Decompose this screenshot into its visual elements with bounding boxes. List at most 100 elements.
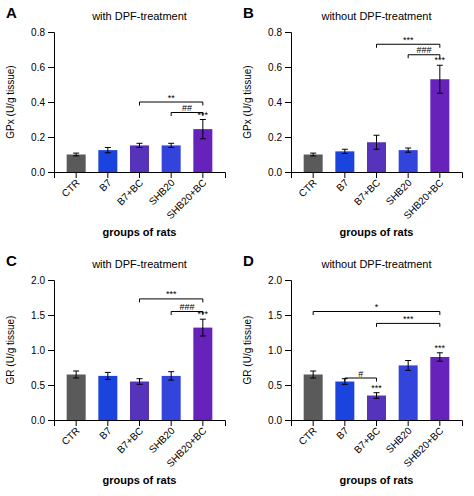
tick-mark	[285, 102, 291, 103]
tick-label: 0.8	[31, 27, 45, 38]
tick-label: CTR	[60, 425, 82, 447]
panel: 0.00.20.40.60.8CTRB7B7+BCSHB20SHB20+BCgr…	[5, 4, 226, 238]
significance-label: ###	[179, 302, 194, 312]
tick-mark	[344, 172, 345, 178]
tick-label: CTR	[60, 177, 82, 199]
tick-mark	[139, 172, 140, 178]
tick-mark	[48, 280, 54, 281]
tick: SHB20	[384, 420, 414, 455]
tick-mark	[285, 280, 291, 281]
error-bar	[105, 372, 111, 379]
tick-mark	[48, 67, 54, 68]
tick-label: 0.4	[268, 97, 282, 108]
tick-mark	[48, 420, 54, 421]
tick-label: 1.0	[31, 345, 45, 356]
tick-mark	[76, 420, 77, 426]
tick: B7	[97, 172, 114, 193]
tick: SHB20	[384, 172, 414, 207]
error-bar	[405, 148, 411, 152]
tick-label: B7	[334, 425, 351, 442]
tick-label: SHB20+BC	[164, 425, 208, 469]
tick: 0.0	[268, 415, 291, 426]
significance-label: #	[358, 369, 363, 379]
axis-line	[285, 33, 292, 173]
tick-label: SHB20+BC	[401, 425, 445, 469]
y-axis: 0.00.51.01.52.0	[268, 275, 291, 426]
tick-label: SHB20	[384, 177, 414, 207]
tick-label: B7+BC	[352, 425, 382, 455]
error-bar	[137, 379, 143, 385]
bar	[304, 155, 323, 173]
tick-mark	[202, 172, 203, 178]
tick: B7+BC	[352, 172, 382, 207]
tick-label: 1.0	[268, 345, 282, 356]
tick: 0.2	[268, 132, 291, 143]
tick: SHB20+BC	[401, 172, 445, 221]
bar	[335, 382, 354, 421]
tick: 2.0	[268, 275, 291, 286]
error-bar	[437, 65, 443, 93]
tick-label: 0.0	[31, 167, 45, 178]
significance-label: ***	[435, 55, 446, 65]
tick: B7+BC	[115, 172, 145, 207]
tick: CTR	[60, 420, 82, 447]
tick: SHB20+BC	[164, 420, 208, 469]
x-axis-title: groups of rats	[340, 226, 414, 238]
tick-label: 0.0	[31, 415, 45, 426]
tick-label: 0.4	[31, 97, 45, 108]
tick-mark	[171, 420, 172, 426]
bar	[399, 150, 418, 172]
plot-area	[67, 120, 213, 173]
y-axis: 0.0 0.2 0.4 0.6 0.8	[31, 27, 54, 178]
tick-label: B7	[97, 177, 114, 194]
tick: 0.6	[31, 62, 54, 73]
bar	[367, 396, 386, 421]
tick-label: B7	[334, 177, 351, 194]
tick-mark	[285, 420, 291, 421]
figure: 0.00.20.40.60.8CTRB7B7+BCSHB20SHB20+BCgr…	[0, 0, 474, 496]
significance-label: ##	[182, 103, 192, 113]
tick-mark	[285, 350, 291, 351]
tick-mark	[285, 32, 291, 33]
x-axis: CTR B7B7+BCSHB20SHB20+BC	[55, 420, 226, 469]
tick: SHB20+BC	[164, 172, 208, 221]
tick: 0.2	[31, 132, 54, 143]
tick-mark	[48, 172, 54, 173]
significance-label: *	[375, 302, 379, 312]
tick: B7+BC	[352, 420, 382, 455]
tick-label: 1.5	[31, 310, 45, 321]
significance-bracket	[377, 323, 440, 327]
x-axis: CTR B7B7+BCSHB20SHB20+BC	[292, 172, 463, 221]
tick-label: B7+BC	[115, 425, 145, 455]
error-bar	[437, 353, 443, 361]
significance-label: ***	[198, 110, 209, 120]
tick: CTR	[297, 420, 319, 447]
tick: CTR	[297, 172, 319, 199]
tick-label: CTR	[297, 177, 319, 199]
error-bar	[168, 143, 174, 147]
tick: 1.0	[31, 345, 54, 356]
tick-mark	[48, 102, 54, 103]
bar	[130, 145, 149, 172]
tick: SHB20	[147, 420, 177, 455]
error-bar	[105, 148, 111, 153]
x-axis-title: groups of rats	[103, 226, 177, 238]
tick: 0.4	[268, 97, 291, 108]
tick-label: 0.6	[268, 62, 282, 73]
tick-label: B7	[97, 425, 114, 442]
tick-label: CTR	[297, 425, 319, 447]
plot-area	[67, 319, 213, 420]
title: without DPF-treatment	[320, 10, 431, 22]
bar	[430, 357, 449, 420]
tick-label: 1.5	[268, 310, 282, 321]
error-bar	[310, 371, 316, 378]
panel: 0.00.20.40.60.8CTRB7B7+BCSHB20SHB20+BCgr…	[242, 4, 463, 238]
tick-label: SHB20	[147, 425, 177, 455]
title: with DPF-treatment	[91, 258, 187, 270]
bar	[130, 382, 149, 421]
significance-label: ***	[198, 309, 209, 319]
tick-mark	[313, 420, 314, 426]
bar	[162, 145, 181, 172]
annotations: ***###***	[140, 289, 209, 319]
tick-label: B7+BC	[115, 177, 145, 207]
